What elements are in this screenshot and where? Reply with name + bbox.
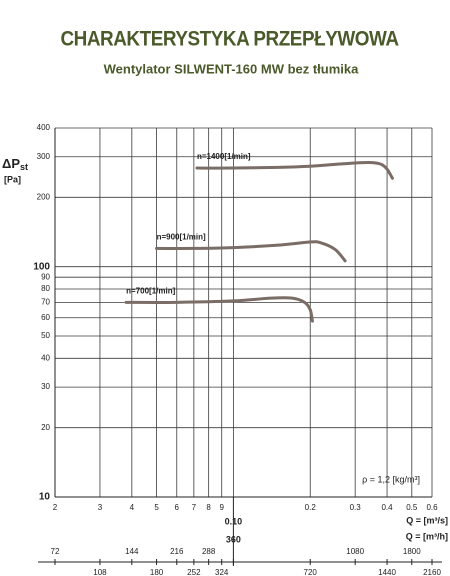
x-tick-label: 0.10 — [225, 516, 243, 526]
y-tick-label: 90 — [41, 272, 50, 281]
y-tick-label: 200 — [37, 192, 51, 201]
y-axis-label: ΔPst — [2, 156, 28, 172]
x-tick-label: 9 — [219, 503, 224, 512]
series-label: n=700[1/min] — [126, 286, 175, 295]
series-label: n=900[1/min] — [157, 233, 206, 242]
x-tick-label: 2 — [53, 503, 58, 512]
x-tick-label: 7 — [192, 503, 197, 512]
x-tick-label: 4 — [130, 503, 135, 512]
y-tick-label: 100 — [33, 261, 50, 272]
x2-tick-label: 720 — [304, 568, 318, 576]
y-tick-label: 30 — [41, 382, 50, 391]
x-axis-label: Q = [m³/s] — [406, 515, 448, 525]
y-tick-label: 400 — [37, 123, 51, 132]
x-tick-label: 0.5 — [406, 503, 418, 512]
y-tick-label: 80 — [41, 284, 50, 293]
x2-tick-label: 288 — [202, 547, 216, 556]
y-tick-label: 70 — [41, 297, 50, 306]
y-label-subscript: st — [20, 162, 28, 172]
x2-tick-label: 180 — [150, 568, 164, 576]
y-tick-label: 10 — [39, 492, 51, 503]
fan-curve — [124, 296, 314, 323]
x2-tick-label: 1080 — [346, 547, 364, 556]
y-tick-label: 50 — [41, 331, 50, 340]
x2-tick-label: 324 — [215, 568, 229, 576]
y-tick-label: 40 — [41, 353, 50, 362]
x2-tick-label: 216 — [170, 547, 184, 556]
fan-curve — [155, 240, 347, 263]
x2-tick-label: 360 — [226, 534, 241, 544]
x2-tick-label: 108 — [93, 568, 107, 576]
series-label: n=1400[1/min] — [197, 152, 251, 161]
x2-tick-label: 252 — [187, 568, 201, 576]
x-tick-label: 6 — [175, 503, 180, 512]
y-axis-unit: [Pa] — [4, 174, 21, 184]
x2-axis-label: Q = [m³/h] — [406, 531, 448, 541]
fan-curve — [195, 161, 394, 180]
x2-tick-label: 1800 — [403, 547, 421, 556]
x2-tick-label: 2160 — [423, 568, 441, 576]
y-tick-label: 60 — [41, 313, 50, 322]
x-tick-label: 0.6 — [426, 503, 438, 512]
y-label-symbol: ΔP — [2, 156, 20, 171]
chart-title: CHARAKTERYSTYKA PRZEPŁYWOWA — [60, 28, 398, 51]
x2-tick-label: 144 — [125, 547, 139, 556]
x-tick-label: 8 — [206, 503, 211, 512]
x-tick-label: 0.3 — [350, 503, 362, 512]
x2-tick-label: 1440 — [378, 568, 396, 576]
x-tick-label: 3 — [98, 503, 103, 512]
annotation: ρ = 1,2 [kg/m³] — [362, 474, 420, 484]
x2-tick-label: 72 — [51, 547, 60, 556]
chart-subtitle: Wentylator SILWENT-160 MW bez tłumika — [104, 61, 360, 76]
x-tick-label: 0.4 — [381, 503, 393, 512]
y-tick-label: 300 — [37, 152, 51, 161]
x-tick-label: 0.2 — [305, 503, 317, 512]
x-tick-label: 5 — [154, 503, 159, 512]
y-tick-label: 20 — [41, 423, 50, 432]
